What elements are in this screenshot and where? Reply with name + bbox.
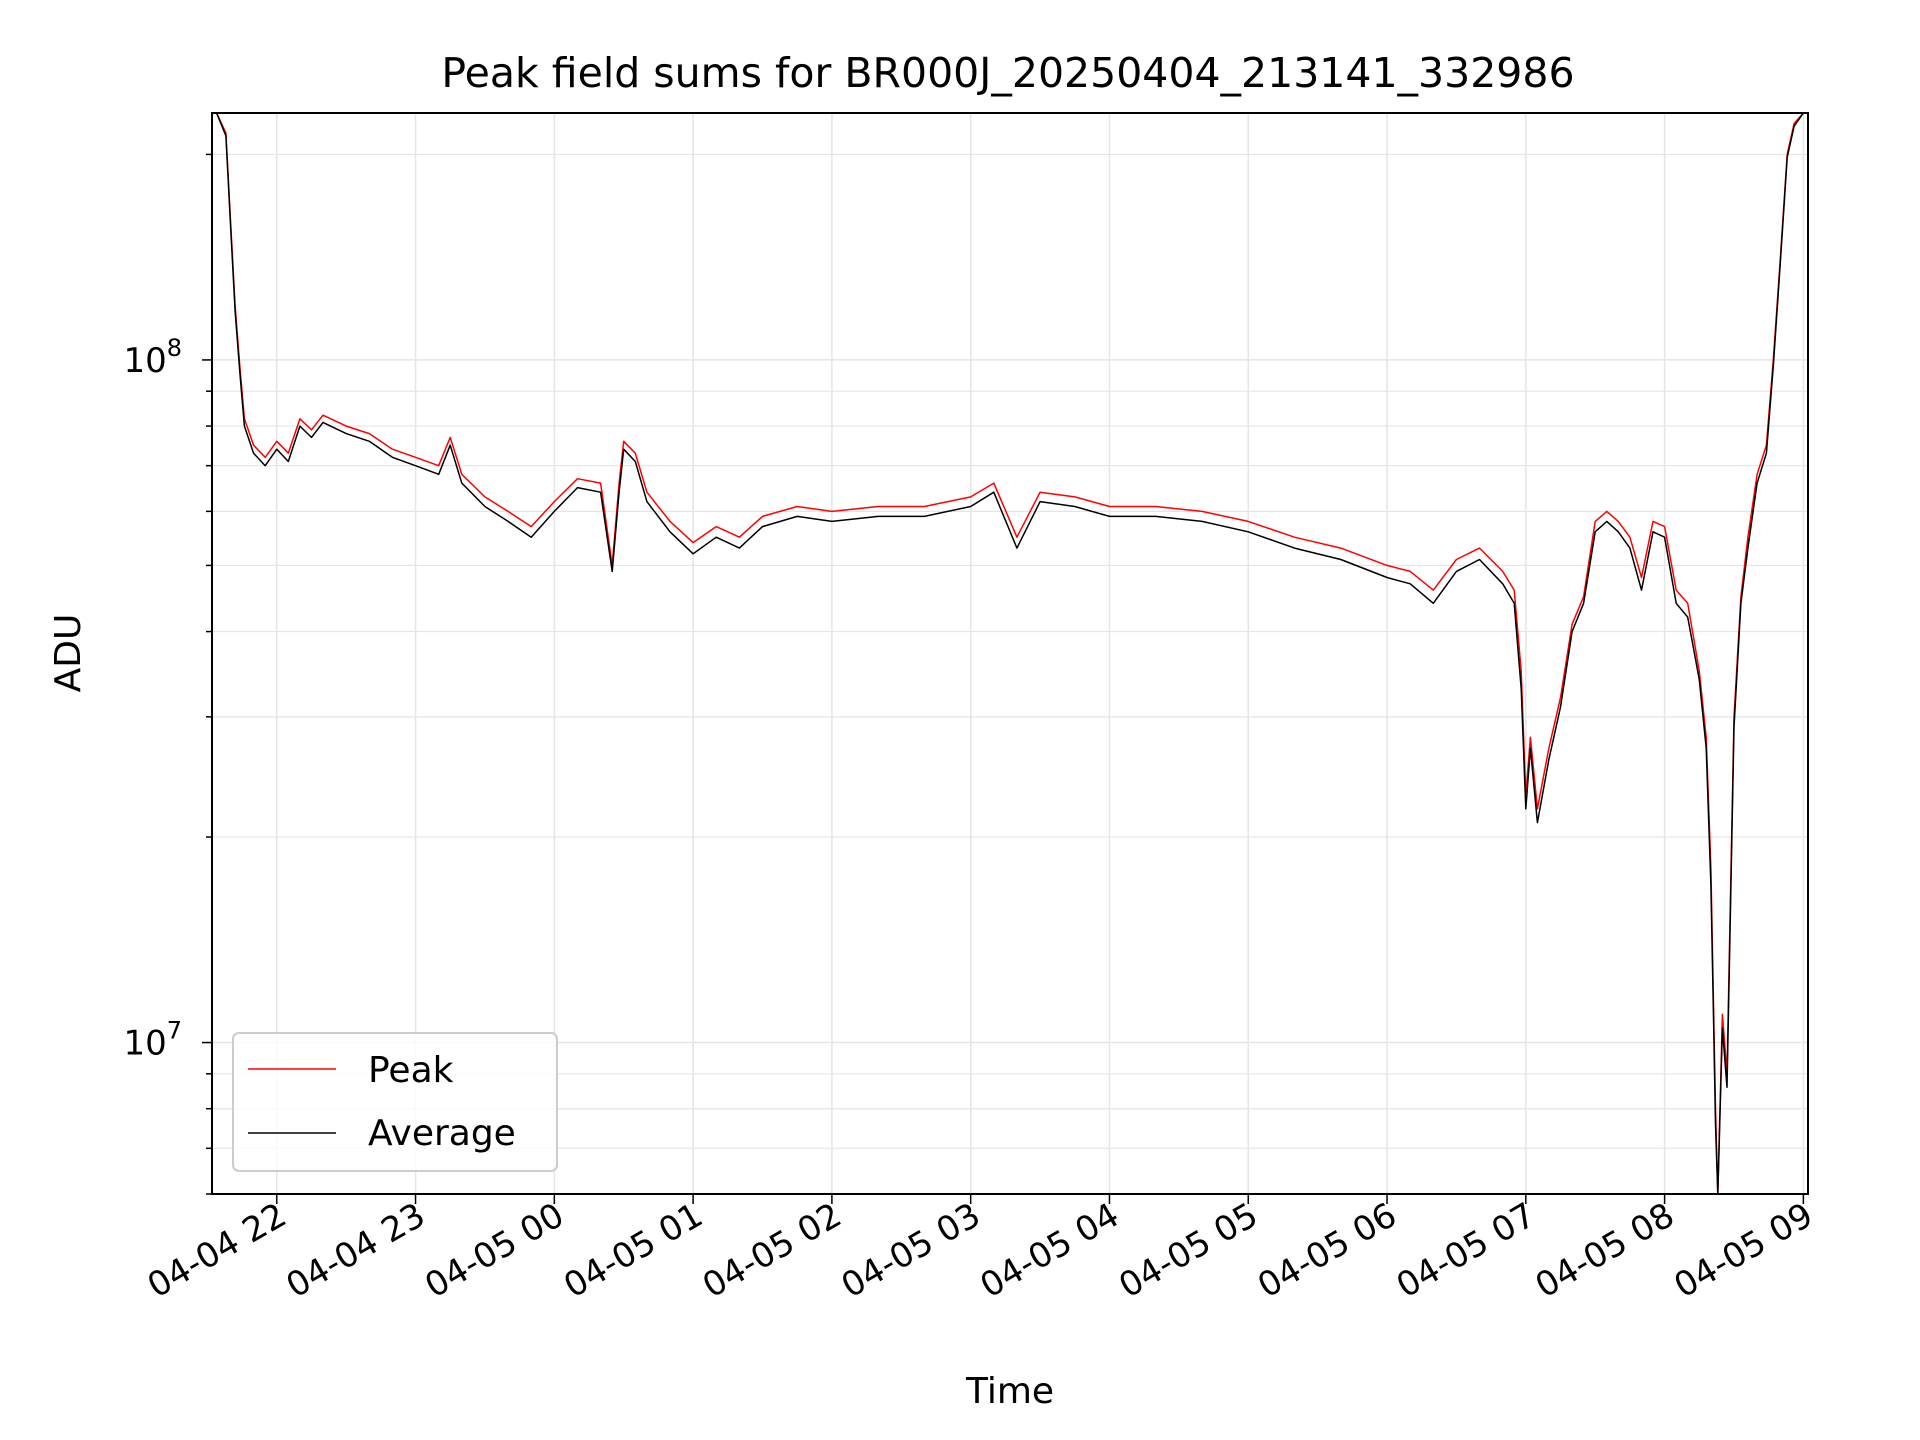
series-line-average	[215, 113, 1805, 1194]
legend-label-peak: Peak	[368, 1050, 454, 1091]
y-tick-label: 108	[123, 334, 182, 381]
y-axis: 107 108	[123, 153, 212, 1195]
y-axis-label: ADU	[48, 614, 89, 693]
legend[interactable]: Peak Average	[232, 1032, 558, 1172]
grid	[212, 113, 1808, 1195]
y-tick-label: 107	[123, 1017, 182, 1064]
chart-title: Peak field sums for BR000J_20250404_2131…	[441, 49, 1574, 97]
legend-box	[232, 1032, 558, 1172]
legend-label-average: Average	[368, 1113, 516, 1154]
x-axis-label: Time	[965, 1371, 1054, 1412]
plot-area	[215, 113, 1805, 1194]
plot-frame	[211, 112, 1809, 1195]
